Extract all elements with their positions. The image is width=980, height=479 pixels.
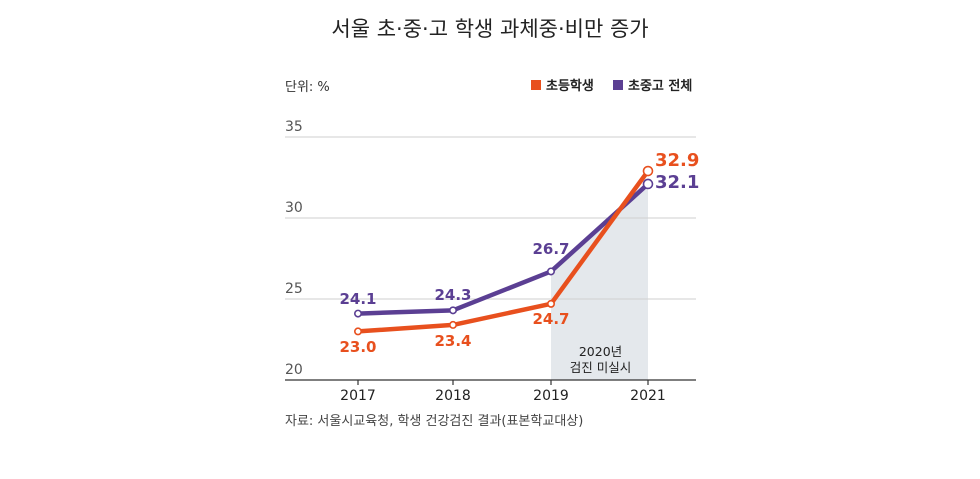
x-tick-label: 2019 bbox=[533, 388, 569, 404]
data-point-all bbox=[448, 306, 457, 315]
data-label-elementary: 32.9 bbox=[655, 150, 699, 171]
x-tick-label: 2017 bbox=[340, 388, 376, 404]
legend-swatch-all bbox=[613, 80, 623, 90]
legend-label-all: 초중고 전체 bbox=[628, 78, 692, 94]
data-label-all: 26.7 bbox=[532, 240, 569, 258]
annotation-line-1: 2020년 bbox=[579, 344, 622, 359]
no-checkup-shade bbox=[551, 183, 648, 380]
data-point-elementary bbox=[353, 327, 362, 336]
data-point-all bbox=[546, 267, 555, 276]
x-tick-label: 2018 bbox=[435, 388, 471, 404]
data-label-all: 24.3 bbox=[434, 286, 471, 304]
y-tick-label: 35 bbox=[285, 119, 303, 135]
y-tick-label: 20 bbox=[285, 362, 303, 378]
x-axis: 2017 2018 2019 2021 bbox=[340, 380, 666, 404]
x-tick-label: 2021 bbox=[630, 388, 666, 404]
grid bbox=[285, 136, 696, 300]
data-label-elementary: 23.4 bbox=[434, 332, 471, 350]
legend-swatch-elementary bbox=[531, 80, 541, 90]
series-line-all bbox=[355, 181, 651, 316]
legend: 초등학생 초중고 전체 bbox=[531, 78, 692, 94]
legend-label-elementary: 초등학생 bbox=[546, 78, 594, 94]
annotation-line-2: 검진 미실시 bbox=[570, 360, 631, 375]
chart-title: 서울 초·중·고 학생 과체중·비만 증가 bbox=[331, 17, 648, 41]
data-label-all: 24.1 bbox=[339, 290, 376, 308]
unit-label: 단위: % bbox=[285, 80, 330, 95]
y-tick-label: 25 bbox=[285, 281, 303, 297]
data-label-elementary: 23.0 bbox=[339, 338, 376, 356]
y-axis: 35 30 25 20 bbox=[285, 119, 303, 378]
data-point-all bbox=[642, 178, 654, 190]
source-note: 자료: 서울시교육청, 학생 건강검진 결과(표본학교대상) bbox=[285, 414, 583, 429]
data-point-elementary bbox=[642, 165, 654, 177]
data-point-all bbox=[353, 309, 362, 318]
data-label-all: 32.1 bbox=[655, 172, 699, 193]
series-line-elementary bbox=[355, 168, 651, 334]
data-point-elementary bbox=[546, 299, 555, 308]
series: 24.1 24.3 26.7 32.1 23.0 23.4 24.7 32.9 bbox=[339, 150, 699, 356]
data-label-elementary: 24.7 bbox=[532, 310, 569, 328]
data-point-elementary bbox=[448, 320, 457, 329]
y-tick-label: 30 bbox=[285, 200, 303, 216]
